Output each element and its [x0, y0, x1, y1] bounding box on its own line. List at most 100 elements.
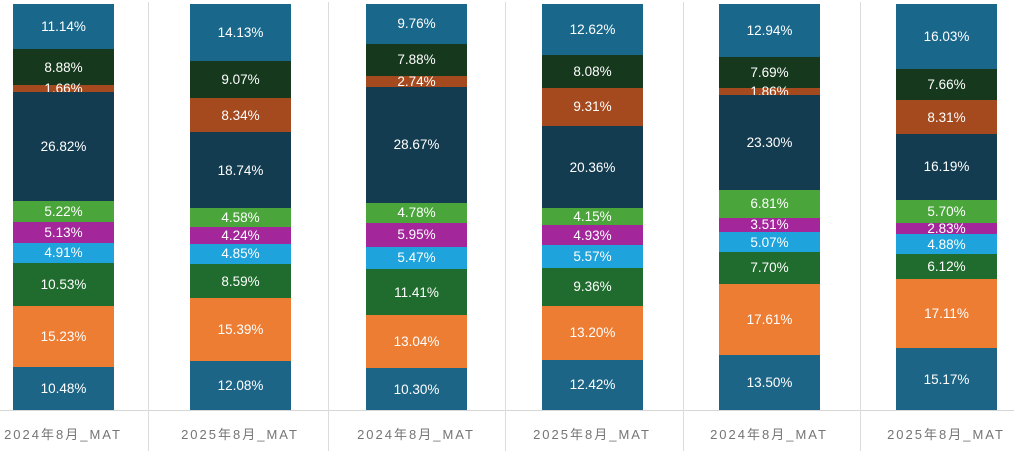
segment-value-label: 4.88% [927, 236, 966, 252]
bar-segment[interactable]: 11.41% [366, 268, 467, 316]
bar-segment[interactable]: 9.76% [366, 4, 467, 44]
segment-value-label: 4.24% [221, 227, 260, 243]
bar-segment[interactable]: 6.81% [719, 189, 820, 218]
bar-segment[interactable]: 2.74% [366, 74, 467, 89]
segment-value-label: 8.59% [221, 273, 260, 289]
bar-segment[interactable]: 13.20% [542, 305, 643, 360]
segment-value-label: 5.13% [44, 224, 83, 240]
bar-segment[interactable]: 17.11% [896, 278, 997, 349]
stacked-bar: 12.62% 8.08% 9.31% 20.36% 4.15% 4.93% 5.57% 9.3… [542, 4, 643, 410]
segment-value-label: 8.31% [927, 109, 966, 125]
segment-value-label: 8.08% [573, 64, 612, 80]
bar-segment[interactable]: 4.15% [542, 208, 643, 226]
bar-segment[interactable]: 3.51% [719, 217, 820, 232]
bar-segment[interactable]: 7.66% [896, 69, 997, 101]
segment-value-label: 11.41% [394, 284, 439, 300]
bar-segment[interactable]: 5.57% [542, 245, 643, 268]
x-axis-label: 2025年8月_MAT [533, 427, 651, 442]
bar-segment[interactable]: 15.17% [896, 348, 997, 410]
segment-value-label: 5.70% [927, 203, 966, 219]
x-axis-line [0, 410, 1014, 411]
segment-value-label: 4.93% [573, 227, 612, 243]
x-axis-label: 2024年8月_MAT [710, 427, 828, 442]
segment-value-label: 1.86% [750, 84, 789, 100]
bar-segment[interactable]: 23.30% [719, 95, 820, 190]
column-separator-line [148, 2, 149, 451]
bar-segment[interactable]: 15.23% [13, 305, 114, 368]
bar-segment[interactable]: 20.36% [542, 125, 643, 209]
bar-segment[interactable]: 28.67% [366, 86, 467, 204]
bar-segment[interactable]: 9.07% [190, 61, 291, 99]
bar-segment[interactable]: 26.82% [13, 92, 114, 201]
segment-value-label: 7.70% [750, 260, 789, 276]
bar-segment[interactable]: 4.24% [190, 226, 291, 244]
bar-segment[interactable]: 5.95% [366, 222, 467, 247]
bar-segment[interactable]: 5.13% [13, 222, 114, 243]
bar-segment[interactable]: 12.62% [542, 4, 643, 56]
bar-segment[interactable]: 5.22% [13, 200, 114, 223]
bar-segment[interactable]: 1.86% [719, 84, 820, 99]
bar-segment[interactable]: 8.08% [542, 55, 643, 89]
column-separator-line [505, 2, 506, 451]
segment-value-label: 10.30% [393, 381, 440, 397]
bar-segment[interactable]: 4.88% [896, 234, 997, 255]
bar-segment[interactable]: 13.04% [366, 315, 467, 369]
bar-segment[interactable]: 8.34% [190, 98, 291, 133]
column-separator-line [683, 2, 684, 451]
bar-segment[interactable]: 12.42% [542, 359, 643, 410]
bar-segment[interactable]: 8.31% [896, 100, 997, 134]
bar-segment[interactable]: 7.70% [719, 252, 820, 284]
bar-segment[interactable]: 14.13% [190, 4, 291, 62]
segment-value-label: 11.14% [41, 19, 86, 35]
bar-segment[interactable]: 7.88% [366, 43, 467, 76]
stacked-bar: 12.94% 7.69% 1.86% 23.30% 6.81% 3.51% 5.07% 7.7… [719, 4, 820, 410]
segment-value-label: 15.23% [40, 328, 87, 344]
segment-value-label: 16.19% [923, 159, 970, 175]
segment-value-label: 8.34% [221, 107, 260, 123]
bar-segment[interactable]: 16.19% [896, 133, 997, 200]
x-axis-label: 2024年8月_MAT [357, 427, 475, 442]
bar-segment[interactable]: 12.08% [190, 360, 291, 410]
bar-segment[interactable]: 6.12% [896, 254, 997, 279]
stacked-bar: 16.03% 7.66% 8.31% 16.19% 5.70% 2.83% 4.88% 6.1… [896, 4, 997, 410]
bar-segment[interactable]: 12.94% [719, 4, 820, 57]
bar-segment[interactable]: 13.50% [719, 355, 820, 410]
bar-segment[interactable]: 7.69% [719, 56, 820, 88]
segment-value-label: 6.12% [927, 258, 966, 274]
bar-segment[interactable]: 8.88% [13, 49, 114, 86]
bar-segment[interactable]: 8.59% [190, 263, 291, 299]
bar-segment[interactable]: 15.39% [190, 298, 291, 361]
bar-segment[interactable]: 18.74% [190, 132, 291, 209]
segment-value-label: 8.88% [44, 59, 83, 75]
bar-segment[interactable]: 9.36% [542, 267, 643, 306]
bar-segment[interactable]: 16.03% [896, 4, 997, 70]
segment-value-label: 10.53% [40, 276, 87, 292]
bar-segment[interactable]: 4.58% [190, 208, 291, 227]
bar-segment[interactable]: 4.91% [13, 242, 114, 263]
bar-segment[interactable]: 2.83% [896, 221, 997, 236]
bar-segment[interactable]: 4.93% [542, 225, 643, 246]
bar-segment[interactable]: 10.48% [13, 367, 114, 410]
segment-value-label: 5.95% [397, 227, 436, 243]
stacked-bar: 11.14% 8.88% 1.66% 26.82% 5.22% 5.13% 4.91% 10.… [13, 4, 114, 410]
bar-segment[interactable]: 5.07% [719, 231, 820, 253]
segment-value-label: 20.36% [569, 159, 616, 175]
segment-value-label: 6.81% [750, 196, 789, 212]
bar-segment[interactable]: 17.61% [719, 283, 820, 356]
segment-value-label: 4.91% [44, 245, 83, 261]
bar-segment[interactable]: 4.78% [366, 203, 467, 223]
bar-segment[interactable]: 11.14% [13, 4, 114, 50]
bar-segment[interactable]: 5.70% [896, 199, 997, 223]
x-axis-label: 2024年8月_MAT [4, 427, 122, 442]
segment-value-label: 12.94% [746, 22, 793, 38]
bar-segment[interactable]: 10.30% [366, 368, 467, 410]
segment-value-label: 12.62% [569, 22, 616, 38]
bar-segment[interactable]: 5.47% [366, 246, 467, 269]
bar-segment[interactable]: 4.85% [190, 243, 291, 264]
segment-value-label: 28.67% [393, 137, 440, 153]
segment-value-label: 18.74% [217, 162, 264, 178]
bar-segment[interactable]: 9.31% [542, 88, 643, 126]
bar-segment[interactable]: 10.53% [13, 262, 114, 306]
x-axis-label: 2025年8月_MAT [181, 427, 299, 442]
bar-segment[interactable]: 1.66% [13, 81, 114, 96]
